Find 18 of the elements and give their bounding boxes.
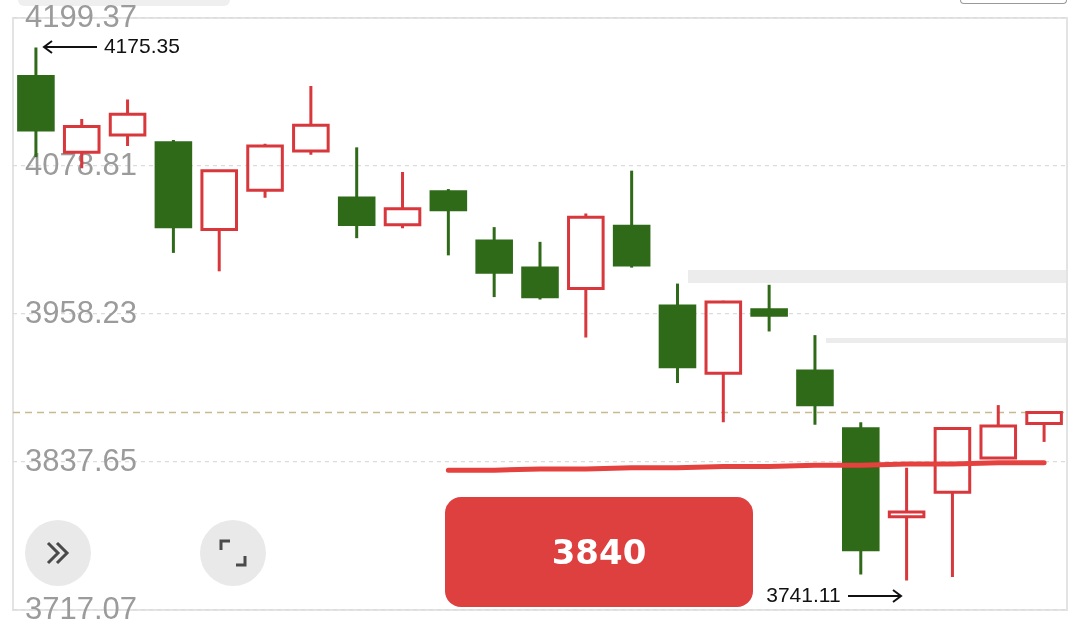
candlestick: [567, 213, 605, 338]
annotation: 4175.35: [103, 34, 180, 58]
candlestick: [1025, 410, 1063, 442]
y-tick-label: 4078.81: [25, 146, 138, 182]
candlestick: [108, 99, 147, 147]
candlestick: [887, 467, 926, 581]
y-tick-label: 3958.23: [25, 294, 138, 330]
candlestick: [383, 171, 422, 229]
candlestick: [979, 405, 1018, 460]
candlestick: [704, 300, 743, 423]
candlestick: [292, 85, 330, 155]
y-tick-label: 3717.07: [25, 590, 138, 626]
y-tick-label: 4199.37: [25, 0, 138, 34]
annotation: 3741.11: [766, 583, 841, 607]
price-tag: 3840: [445, 497, 753, 607]
candlestick: [933, 426, 972, 577]
y-tick-label: 3837.65: [25, 442, 138, 478]
candlestick: [200, 169, 239, 272]
